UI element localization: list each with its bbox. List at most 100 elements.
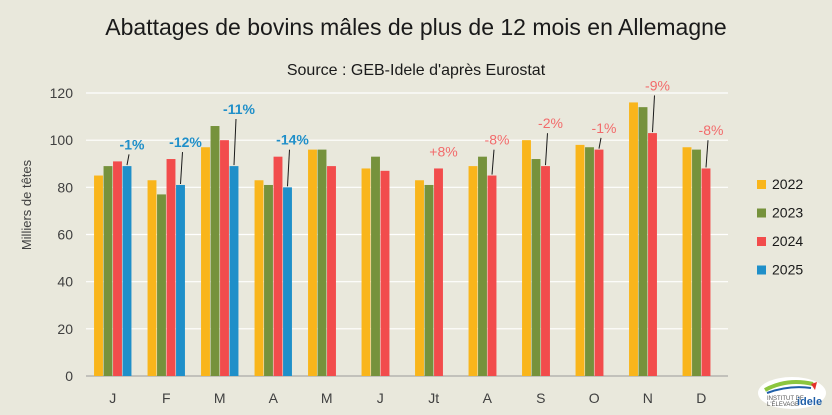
annotation-label: -1% [592,120,617,136]
bar-2022-F [147,180,157,376]
bar-2022-M [308,149,317,376]
annotation-label: -14% [276,132,309,148]
bar-2022-S [522,140,531,376]
logo-line2: L'ÉLEVAGE [767,401,799,408]
chart-subtitle: Source : GEB-Idele d'après Eurostat [286,62,546,79]
x-tick-label: M [214,390,226,406]
bar-2023-A [478,156,487,376]
bar-2023-J [103,166,113,376]
bar-2024-J [113,161,122,376]
annotation-leader [545,133,548,166]
x-tick-label: N [643,390,653,406]
bar-2024-F [166,159,176,376]
bar-2022-J [361,168,371,376]
annotation-label: -2% [538,115,563,131]
bar-2022-D [682,147,692,376]
annotation-leader [180,152,183,185]
x-tick-label: O [589,390,600,406]
annotation-leaders [126,95,709,187]
bar-2024-S [541,166,550,376]
bar-2023-O [585,147,594,376]
gridlines [86,92,728,377]
bar-2025-J [122,166,132,376]
y-tick-label: 0 [65,368,73,384]
y-tick-label: 120 [50,85,74,101]
y-axis-ticks: 0 20 40 60 80 100 120 [50,85,74,384]
bar-2025-M [229,166,239,376]
bar-2024-D [701,168,711,376]
x-tick-label: F [162,390,171,406]
annotation-leader [287,149,290,187]
annotation-leader [233,118,237,166]
bar-2022-Jt [415,180,424,376]
x-tick-label: M [321,390,333,406]
y-tick-label: 40 [57,274,73,290]
annotation-label: -8% [485,132,510,148]
y-tick-label: 60 [57,227,73,243]
bar-2024-M [327,166,336,376]
bar-2022-O [575,144,585,376]
y-tick-label: 100 [50,132,74,148]
x-tick-label: A [483,390,493,406]
legend-swatch-2025 [757,265,766,275]
annotation-leader [491,149,495,175]
legend-swatch-2024 [757,237,766,246]
legend-label: 2022 [772,176,803,192]
bars [94,102,711,377]
y-tick-label: 80 [57,179,73,195]
x-tick-label: S [536,390,545,406]
bar-2023-J [371,156,380,376]
bar-2024-J [380,170,390,376]
annotation-label: -8% [699,122,724,138]
bar-2022-N [629,102,638,376]
annotation-leader [705,140,709,168]
bar-2022-M [201,147,210,376]
y-tick-label: 20 [57,321,73,337]
annotation-leader [598,137,602,149]
bar-2023-S [531,159,541,376]
annotation-leader [652,95,655,133]
x-tick-label: A [269,390,279,406]
bar-2025-A [283,187,292,376]
annotation-label: -9% [645,77,670,93]
bar-2023-F [157,194,166,376]
x-tick-label: J [109,390,116,406]
bar-2023-Jt [424,184,434,376]
bar-2024-Jt [434,168,443,376]
x-tick-label: J [377,390,384,406]
bar-2023-D [692,149,701,376]
bar-2022-J [94,175,103,376]
legend: 2022 2023 2024 2025 [757,176,803,278]
bar-2024-N [648,133,657,376]
legend-label: 2023 [772,205,803,221]
bar-2024-O [594,149,604,376]
logo-brand: idele [797,396,822,408]
bar-2023-A [264,184,273,376]
bar-2023-M [210,126,220,377]
logo-line1: INSTITUT DE [767,396,804,402]
bar-2024-M [220,140,229,376]
x-tick-label: Jt [428,390,439,406]
legend-label: 2024 [772,233,803,249]
bar-2024-A [487,175,497,376]
legend-label: 2025 [772,262,803,278]
bar-2024-A [273,156,283,376]
x-axis-ticks: J F M A M J Jt A S O N D [109,390,706,406]
annotation-leader [126,154,130,166]
idele-logo: INSTITUT DE L'ÉLEVAGE idele [758,377,826,409]
bar-2022-A [468,166,478,376]
bar-2025-F [176,184,185,376]
x-tick-label: D [696,390,706,406]
bar-2023-N [638,107,648,377]
bar-2023-M [317,149,327,376]
annotation-label: -12% [169,134,202,150]
bar-2022-A [254,180,264,376]
annotations: -1% -12% -11% -14% +8% -8% -2% -1% -9% -8% [120,77,724,159]
y-axis-label: Milliers de têtes [19,159,34,250]
chart-title: Abattages de bovins mâles de plus de 12 … [105,14,727,40]
annotation-label: -1% [120,136,145,152]
annotation-label: +8% [429,143,457,159]
annotation-label: -11% [223,101,255,117]
legend-swatch-2023 [757,208,766,218]
